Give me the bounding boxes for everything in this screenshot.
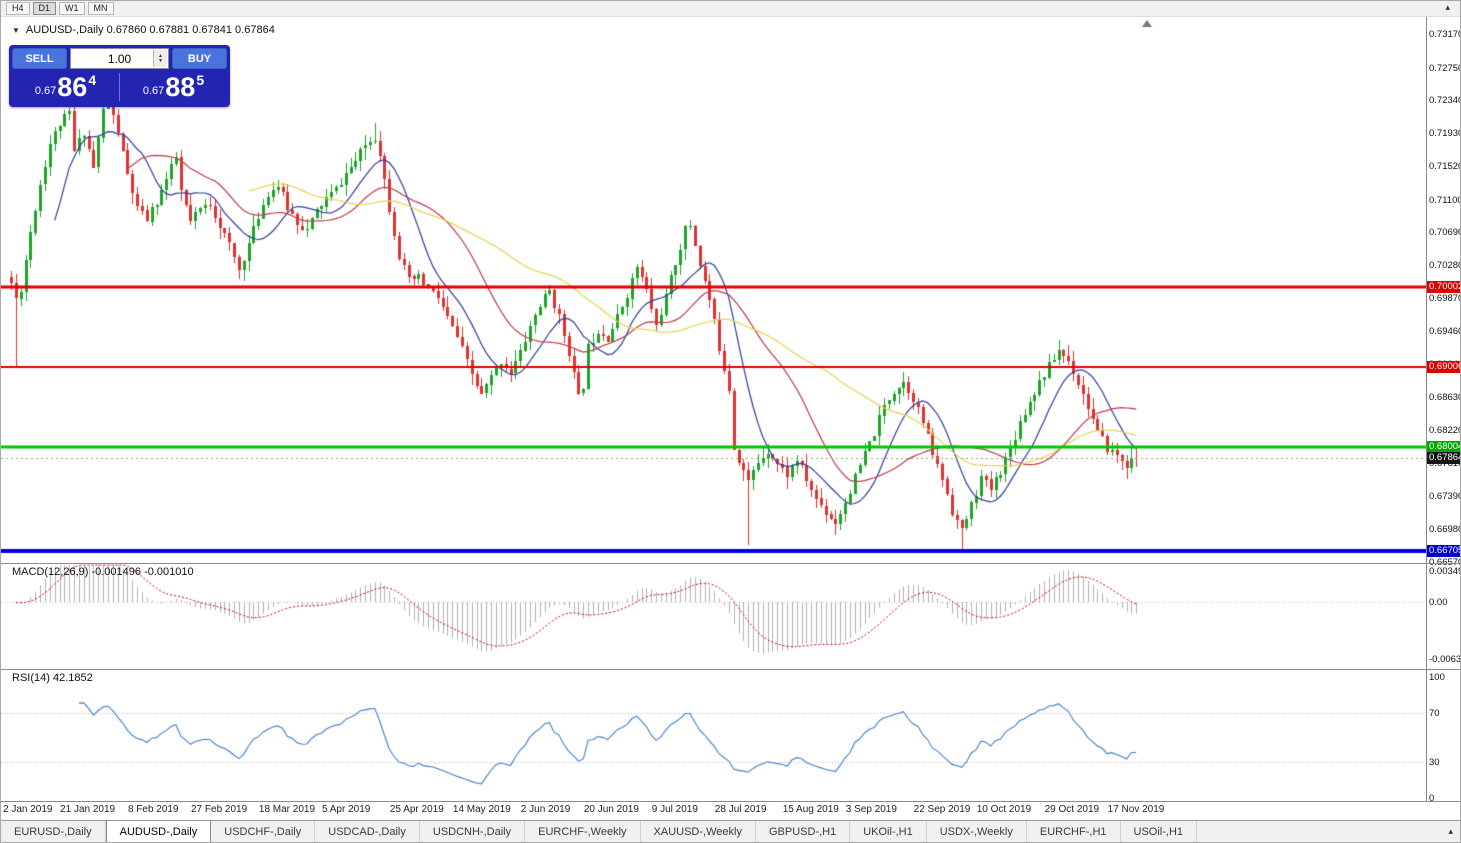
price-tick-label: 0.69460: [1429, 325, 1461, 337]
price-tick-label: 0.66570: [1429, 557, 1460, 568]
tf-d1-button[interactable]: D1: [32, 2, 57, 15]
date-axis-label: 25 Apr 2019: [389, 804, 444, 815]
chart-tab-usdchf[interactable]: USDCHF-,Daily: [211, 821, 316, 842]
price-line-badge: 0.68004: [1427, 441, 1461, 454]
spinner-down-icon[interactable]: ▼: [158, 57, 163, 64]
date-axis-label: 17 Nov 2019: [1107, 804, 1165, 815]
toolbar-corner-icon[interactable]: ▴: [1445, 2, 1450, 12]
price-line-badge: 0.70002: [1427, 281, 1461, 294]
chart-tab-ukoil[interactable]: UKOil-,H1: [850, 821, 927, 842]
date-axis-label: 14 May 2019: [452, 804, 511, 815]
ask-price-prefix: 0.67: [142, 84, 165, 97]
trade-panel-controls: SELL 1.00 ▲ ▼ BUY: [12, 48, 227, 69]
date-axis-label: 9 Jul 2019: [651, 804, 698, 815]
chart-tab-usdcnh[interactable]: USDCNH-,Daily: [419, 821, 526, 842]
rsi-scale-label: 100: [1429, 672, 1445, 683]
tab-scroll-icon[interactable]: ▴: [1448, 826, 1453, 836]
panel-separator-macd[interactable]: [1, 563, 1460, 564]
chart-tab-eurchf[interactable]: EURCHF-,H1: [1026, 821, 1121, 842]
tf-h4-button[interactable]: H4: [6, 2, 30, 15]
price-line-badge: 0.66705: [1427, 545, 1461, 558]
bid-price-big: 86: [57, 71, 88, 102]
price-tick-label: 0.71100: [1429, 194, 1461, 206]
price-tick-label: 0.67390: [1429, 491, 1461, 503]
trade-panel-divider: [119, 72, 120, 101]
macd-scale-label: -0.00637: [1429, 653, 1461, 665]
price-tick-label: 0.72750: [1429, 62, 1461, 74]
bid-price-prefix: 0.67: [34, 84, 57, 97]
price-tick-label: 0.69870: [1429, 293, 1461, 304]
timeframe-toolbar: H4 D1 W1 MN ▴: [1, 1, 1460, 17]
price-tick-label: 0.70280: [1429, 260, 1461, 272]
macd-indicator-label: MACD(12,26,9) -0.001496 -0.001010: [12, 566, 194, 578]
price-tick-label: 0.73170: [1429, 29, 1461, 40]
price-tick-label: 0.71930: [1429, 128, 1461, 140]
price-tick-label: 0.68630: [1429, 392, 1461, 404]
rsi-scale-label: 0: [1429, 793, 1435, 804]
chart-tab-eurusd[interactable]: EURUSD-,Daily: [1, 821, 106, 842]
rsi-scale-label: 30: [1429, 756, 1440, 768]
price-tick-label: 0.70690: [1429, 227, 1461, 239]
ohlc-readout: AUDUSD-,Daily 0.67860 0.67881 0.67841 0.…: [25, 24, 275, 36]
date-axis-label: 5 Apr 2019: [321, 804, 371, 815]
date-axis-label: 21 Jan 2019: [60, 804, 116, 815]
chart-tab-usdcad[interactable]: USDCAD-,Daily: [315, 821, 420, 842]
tf-w1-button[interactable]: W1: [59, 2, 85, 15]
rsi-scale-label: 70: [1429, 708, 1440, 720]
date-axis-label: 28 Jul 2019: [714, 804, 767, 815]
date-axis-label: 3 Sep 2019: [845, 804, 897, 815]
macd-scale-label: 0.00349: [1429, 565, 1461, 577]
spinner-up-icon[interactable]: ▲: [158, 52, 163, 59]
chart-canvas[interactable]: [1, 17, 1426, 801]
volume-value[interactable]: 1.00: [107, 51, 132, 66]
price-tick-label: 0.72340: [1429, 95, 1461, 107]
date-axis-label: 2 Jan 2019: [3, 804, 53, 815]
chart-tab-audusd[interactable]: AUDUSD-,Daily: [105, 821, 212, 842]
date-axis-label: 29 Oct 2019: [1044, 804, 1100, 815]
ask-price-sup: 5: [196, 71, 205, 88]
panel-separator-rsi[interactable]: [1, 669, 1460, 670]
price-tick-label: 0.68220: [1429, 425, 1461, 436]
date-axis-label: 18 Mar 2019: [258, 804, 316, 815]
price-scale[interactable]: 0.73170 0.72750 0.72340 0.71930 0.71520 0.711…: [1426, 17, 1461, 804]
bid-price[interactable]: 0.67 86 4: [12, 72, 119, 102]
chart-tab-usdx[interactable]: USDX-,Weekly: [926, 821, 1027, 842]
volume-input[interactable]: 1.00 ▲ ▼: [70, 48, 169, 69]
chart-tab-bar: EURUSD-,Daily AUDUSD-,Daily USDCHF-,Daily U…: [1, 820, 1460, 842]
macd-scale-label: 0.00: [1429, 597, 1448, 608]
chart-info-line: ▼ AUDUSD-,Daily 0.67860 0.67881 0.67841 …: [12, 24, 275, 36]
date-axis-label: 15 Aug 2019: [782, 804, 839, 815]
current-price-badge: 0.67864: [1427, 452, 1461, 465]
sell-button[interactable]: SELL: [12, 48, 67, 69]
bid-price-sup: 4: [88, 71, 97, 88]
chart-tab-eurchf[interactable]: EURCHF-,Weekly: [525, 821, 641, 842]
date-axis[interactable]: 2 Jan 2019 21 Jan 2019 8 Feb 2019 27 Feb 20…: [1, 802, 1426, 820]
tf-mn-button[interactable]: MN: [87, 2, 114, 15]
chart-tab-xauusd[interactable]: XAUUSD-,Weekly: [640, 821, 756, 842]
ask-price[interactable]: 0.67 88 5: [120, 72, 227, 102]
buy-button[interactable]: BUY: [172, 48, 227, 69]
date-axis-label: 22 Sep 2019: [913, 804, 971, 815]
date-axis-label: 20 Jun 2019: [583, 804, 639, 815]
price-line-badge: 0.69006: [1427, 361, 1461, 374]
date-axis-label: 8 Feb 2019: [127, 804, 179, 815]
one-click-trading-panel: SELL 1.00 ▲ ▼ BUY 0.67 86 4 0.67 88 5: [9, 45, 230, 107]
ask-price-big: 88: [165, 71, 196, 102]
chart-tab-gbpusd[interactable]: GBPUSD-,H1: [755, 821, 851, 842]
volume-spinner[interactable]: ▲ ▼: [153, 50, 167, 67]
trade-panel-prices: 0.67 86 4 0.67 88 5: [12, 69, 227, 104]
rsi-indicator-label: RSI(14) 42.1852: [12, 672, 93, 684]
chart-tab-usoil[interactable]: USOil-,H1: [1120, 821, 1198, 842]
date-axis-label: 2 Jun 2019: [520, 804, 571, 815]
panel-separator-dates: [1, 801, 1460, 802]
date-axis-label: 27 Feb 2019: [191, 804, 248, 815]
oneclick-toggle-icon[interactable]: ▼: [12, 25, 20, 35]
date-axis-label: 10 Oct 2019: [976, 804, 1032, 815]
price-tick-label: 0.71520: [1429, 161, 1461, 172]
price-tick-label: 0.66980: [1429, 524, 1461, 536]
